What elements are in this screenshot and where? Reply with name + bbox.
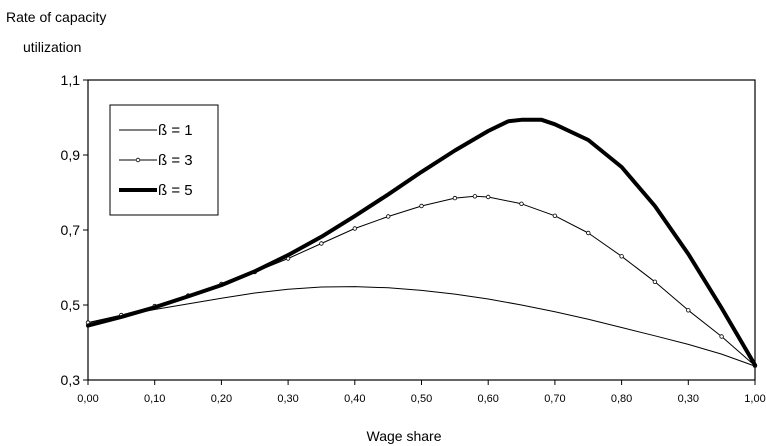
data-point-beta-3: [619, 254, 624, 259]
x-tick-label: 0,30: [678, 393, 699, 405]
data-point-beta-3: [452, 195, 458, 201]
x-tick-label: 0,70: [544, 393, 565, 405]
legend-label-beta-3: ß = 3: [158, 152, 193, 169]
data-point-beta-3: [419, 203, 424, 209]
series-line-beta-1: [87, 286, 756, 367]
data-point-beta-3: [472, 194, 478, 199]
y-axis-ticks: 0,3 0,5 0,7 0,9 1,1: [61, 72, 88, 388]
data-point-beta-3: [686, 308, 691, 313]
x-tick-label: 0,40: [344, 393, 365, 405]
data-point-beta-3: [386, 214, 391, 219]
x-tick-label: 0,30: [277, 393, 298, 405]
y-axis-label-line-2: utilization: [23, 39, 81, 55]
y-tick-label: 0,9: [61, 147, 81, 163]
x-tick-label: 0,80: [611, 393, 632, 405]
y-axis-label-line-1: Rate of capacity: [6, 9, 106, 25]
data-point-beta-3: [519, 201, 524, 206]
x-tick-label: 0,00: [77, 393, 98, 405]
x-tick-label: 1,00: [744, 393, 765, 405]
x-axis-ticks: 0,00 0,10 0,20 0,30 0,40 0,50 0,60 0,70 0,80 0,30…: [77, 380, 766, 405]
x-tick-label: 0,50: [411, 393, 432, 405]
x-tick-label: 0,60: [477, 393, 498, 405]
data-point-beta-3: [319, 241, 324, 246]
legend-label-beta-5: ß = 5: [158, 182, 193, 199]
legend-label-beta-1: ß = 1: [158, 122, 193, 139]
data-point-beta-3: [652, 279, 658, 284]
x-axis-label: Wage share: [367, 428, 442, 444]
legend: ß = 1 ß = 3 ß = 5: [109, 104, 219, 216]
data-point-beta-3: [552, 213, 558, 218]
series-lines: [85, 117, 758, 368]
y-tick-label: 0,5: [61, 297, 81, 313]
y-tick-label: 1,1: [61, 72, 81, 88]
x-tick-label: 0,20: [211, 393, 232, 405]
data-point-beta-3: [719, 334, 724, 339]
data-point-beta-3: [352, 226, 357, 231]
y-tick-label: 0,3: [61, 372, 81, 388]
legend-marker-beta-3: [135, 157, 141, 163]
series-line-beta-5: [86, 117, 757, 367]
x-tick-label: 0,10: [144, 393, 165, 405]
data-point-beta-3: [586, 230, 591, 236]
data-point-beta-3: [486, 194, 491, 200]
y-tick-label: 0,7: [61, 222, 81, 238]
